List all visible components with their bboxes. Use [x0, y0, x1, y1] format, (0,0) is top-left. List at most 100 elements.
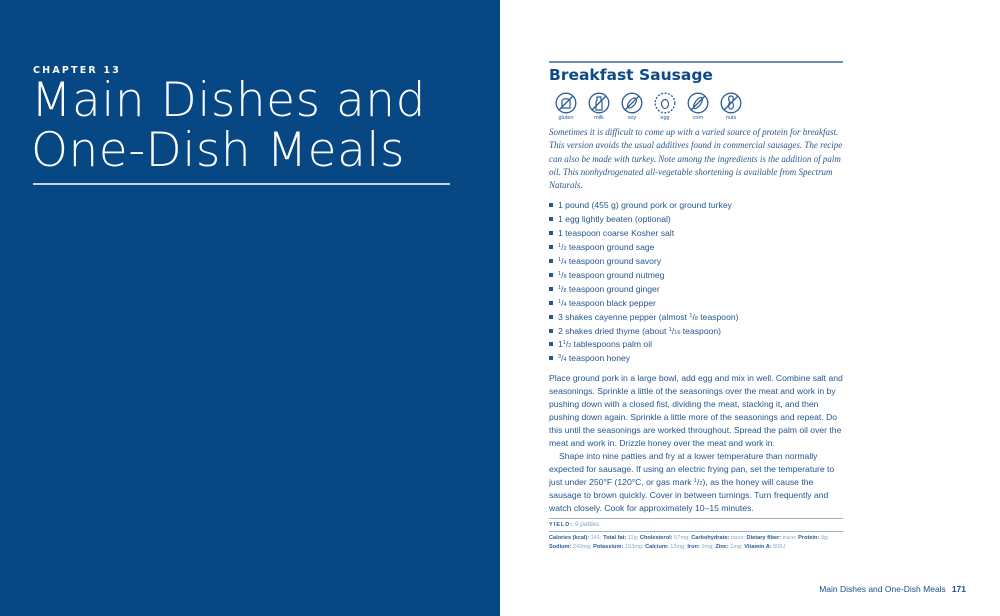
text-run: teaspoon ground nutmeg — [566, 269, 665, 280]
nutrient-value: 153mg; — [623, 544, 646, 551]
nutrient-label: Dietary fiber: — [746, 535, 782, 542]
soybean-crossed-icon — [621, 92, 643, 114]
chapter-title: Main Dishes and One-Dish Meals — [31, 76, 426, 176]
page-footer: Main Dishes and One-Dish Meals 171 — [819, 584, 966, 595]
allergen-label: gluten — [558, 115, 574, 121]
nutrient-value: 9g; — [819, 535, 829, 542]
text-run: 1 pound (455 g) ground pork or ground tu… — [558, 200, 732, 211]
divider — [549, 531, 843, 533]
yield-label: YIELD: — [549, 522, 574, 529]
recipe-intro: Sometimes it is difficult to come up wit… — [549, 127, 843, 191]
allergen-soy: soy — [621, 92, 643, 122]
text-run: teaspoon honey — [566, 353, 631, 364]
allergen-label: soy — [627, 115, 637, 121]
ingredient-item: 1/8 teaspoon ground nutmeg — [549, 269, 845, 283]
page-number: 171 — [951, 584, 966, 594]
ingredient-item: 11/2 tablespoons palm oil — [549, 338, 845, 352]
text-run: Place ground pork in a large bowl, add e… — [549, 373, 843, 449]
chapter-title-line: Main Dishes and — [31, 73, 426, 128]
fraction: 1/2 — [562, 339, 572, 350]
denominator: 8 — [563, 287, 567, 294]
recipe-top-rule — [549, 61, 843, 63]
ingredient-item: 1/8 teaspoon ground ginger — [549, 283, 845, 297]
nutrition-facts: Calories (kcal): 141; Total fat: 11g; Ch… — [549, 534, 845, 552]
numerator: 1 — [558, 298, 562, 305]
numerator: 1 — [693, 478, 697, 485]
text-run: Shape into nine patties and fry at a low… — [549, 451, 835, 488]
numerator: 1 — [558, 243, 562, 250]
numerator: 1 — [558, 270, 562, 277]
ingredient-item: 1/2 teaspoon ground sage — [549, 241, 845, 255]
allergen-corn: corn — [687, 92, 709, 122]
allergen-label: corn — [692, 115, 704, 121]
fraction: 3/4 — [558, 353, 567, 364]
yield-value: 9 patties — [574, 521, 600, 529]
text-run: tablespoons palm oil — [571, 339, 653, 350]
fraction: 1/2 — [693, 477, 703, 488]
nutrient-value: trace; — [781, 535, 799, 542]
allergen-label: milk — [594, 115, 604, 121]
ingredient-item: 1 egg lightly beaten (optional) — [549, 213, 845, 227]
fraction: 1/16 — [668, 325, 681, 336]
allergen-gluten: gluten — [555, 92, 577, 122]
fraction: 1/8 — [558, 269, 567, 280]
denominator: 2 — [568, 343, 572, 350]
text-run: teaspoon ground savory — [566, 256, 662, 267]
nutrient-label: Total fat: — [603, 535, 627, 542]
ingredient-item: 1/4 teaspoon black pepper — [549, 297, 845, 311]
nutrient-value: 57mg; — [672, 535, 692, 542]
ingredient-list: 1 pound (455 g) ground pork or ground tu… — [549, 199, 845, 366]
denominator: 8 — [694, 315, 698, 322]
running-title: Main Dishes and One-Dish Meals — [819, 584, 946, 594]
allergen-milk: milk — [588, 92, 610, 122]
nutrient-label: Potassium: — [593, 544, 624, 551]
text-run: 2 shakes dried thyme (about — [558, 325, 669, 336]
ingredient-item: 1 pound (455 g) ground pork or ground tu… — [549, 199, 845, 213]
text-run: teaspoon) — [697, 311, 739, 322]
chapter-panel: CHAPTER 13 Main Dishes and One-Dish Meal… — [0, 0, 500, 616]
egg-icon — [654, 92, 676, 114]
milk-bottle-crossed-icon — [588, 92, 610, 114]
ingredient-item: 1/4 teaspoon ground savory — [549, 255, 845, 269]
denominator: 2 — [699, 481, 703, 488]
fraction: 1/4 — [558, 297, 567, 308]
numerator: 1 — [558, 257, 562, 264]
text-run: teaspoon ground sage — [566, 242, 655, 253]
directions-paragraph: Place ground pork in a large bowl, add e… — [549, 372, 845, 450]
nutrient-label: Sodium: — [549, 544, 572, 551]
directions-paragraph: Shape into nine patties and fry at a low… — [549, 450, 845, 515]
text-run: 3 shakes cayenne pepper (almost — [558, 311, 690, 322]
denominator: 8 — [563, 273, 567, 280]
nutrient-value: 243mg; — [571, 544, 594, 551]
text-run: 1 egg lightly beaten (optional) — [558, 214, 671, 225]
recipe-title: Breakfast Sausage — [549, 66, 713, 84]
denominator: 2 — [563, 246, 567, 253]
allergen-label: egg — [660, 115, 670, 121]
fraction: 1/4 — [558, 256, 567, 267]
allergen-nuts: nuts — [720, 92, 742, 122]
nutrient-label: Vitamin A: — [744, 544, 772, 551]
nutrient-label: Calcium: — [645, 544, 669, 551]
nutrient-value: 141; — [589, 535, 604, 542]
numerator: 1 — [668, 326, 672, 333]
allergen-egg: egg — [654, 92, 676, 122]
text-run: ), as the honey will cause the sausage t… — [549, 477, 829, 514]
denominator: 16 — [674, 329, 681, 336]
nutrient-label: Iron: — [687, 544, 700, 551]
nutrient-value: 1mg; — [699, 544, 716, 551]
divider — [549, 518, 843, 520]
denominator: 4 — [563, 357, 567, 364]
corn-crossed-icon — [687, 92, 709, 114]
fraction: 1/2 — [558, 242, 567, 253]
bread-crossed-icon — [555, 92, 577, 114]
text-run: teaspoon black pepper — [566, 297, 656, 308]
text-run: teaspoon ground ginger — [566, 283, 660, 294]
allergen-label: nuts — [725, 115, 737, 121]
nutrient-label: Protein: — [798, 535, 820, 542]
nutrient-value: 12mg; — [668, 544, 688, 551]
numerator: 1 — [558, 284, 562, 291]
chapter-rule — [33, 183, 450, 185]
ingredient-item: 3 shakes cayenne pepper (almost 1/8 teas… — [549, 311, 845, 325]
ingredient-item: 2 shakes dried thyme (about 1/16 teaspoo… — [549, 325, 845, 339]
nutrient-value: 1mg; — [728, 544, 745, 551]
